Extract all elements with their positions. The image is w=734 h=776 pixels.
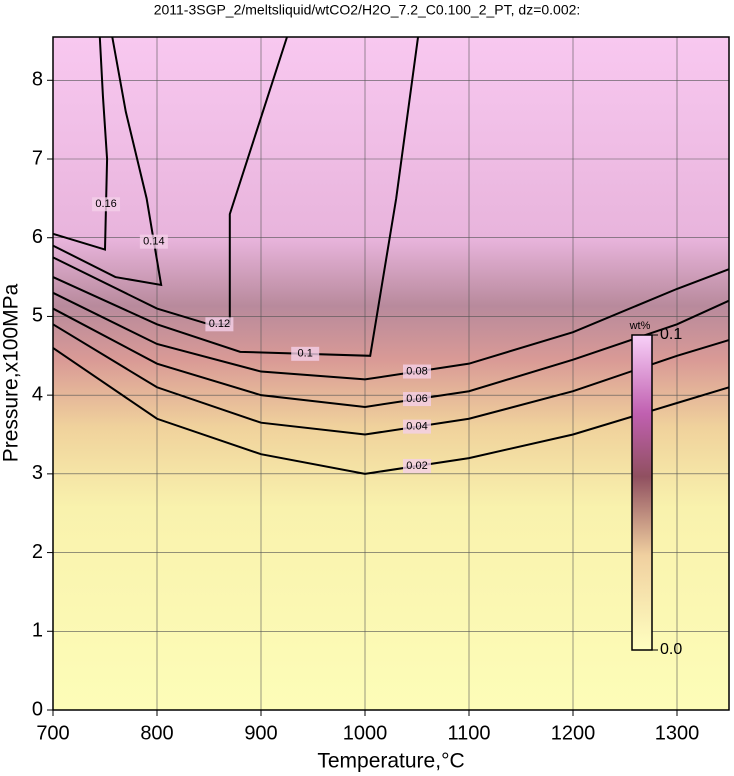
chart-title: 2011-3SGP_2/meltsliquid/wtCO2/H2O_7.2_C0…	[154, 2, 581, 18]
y-tick-label: 8	[32, 69, 43, 91]
contour-label-bg	[403, 364, 431, 379]
plot-frame	[52, 36, 730, 711]
contour-label: 0.02	[406, 460, 427, 472]
contour-label-bg	[291, 346, 320, 361]
contour-line	[52, 36, 109, 251]
y-tick-label: 7	[32, 147, 43, 169]
x-tick-label: 1000	[343, 722, 388, 744]
contour-label-bg	[403, 419, 431, 434]
x-tick-label: 900	[244, 722, 277, 744]
x-axis-label: Temperature,°C	[317, 750, 464, 773]
y-tick-label: 3	[32, 462, 43, 484]
contour-label-bg	[139, 234, 168, 249]
colorbar	[631, 334, 653, 651]
y-tick-label: 1	[32, 620, 43, 642]
contour-label-bg	[403, 458, 431, 473]
y-tick-label: 5	[32, 305, 43, 327]
x-tick-label: 1300	[655, 722, 700, 744]
y-tick-label: 2	[32, 541, 43, 563]
contour-label: 0.04	[406, 421, 427, 433]
contour-label-bg	[92, 197, 121, 212]
x-tick-label: 1100	[447, 722, 490, 744]
contour-label: 0.16	[95, 198, 116, 210]
plot-background	[53, 37, 729, 710]
contour-label: 0.12	[209, 318, 230, 330]
contour-label: 0.1	[298, 348, 313, 360]
colorbar-tick-label: 0.1	[660, 326, 682, 343]
contour-label-bg	[403, 392, 431, 407]
y-axis-label: Pressure,x100MPa	[0, 283, 23, 462]
colorbar-tick-label: 0.0	[660, 641, 682, 658]
y-tick-label: 6	[32, 226, 43, 248]
contour-label: 0.08	[406, 365, 427, 377]
y-tick-label: 0	[32, 698, 43, 720]
colorbar-label: wt%	[629, 320, 651, 332]
contour-label-bg	[205, 317, 234, 332]
y-tick-label: 4	[32, 383, 43, 405]
x-tick-label: 800	[140, 722, 173, 744]
contour-label: 0.06	[406, 393, 427, 405]
x-tick-label: 1200	[551, 722, 596, 744]
x-tick-label: 700	[36, 722, 69, 744]
contour-label: 0.14	[143, 236, 164, 248]
